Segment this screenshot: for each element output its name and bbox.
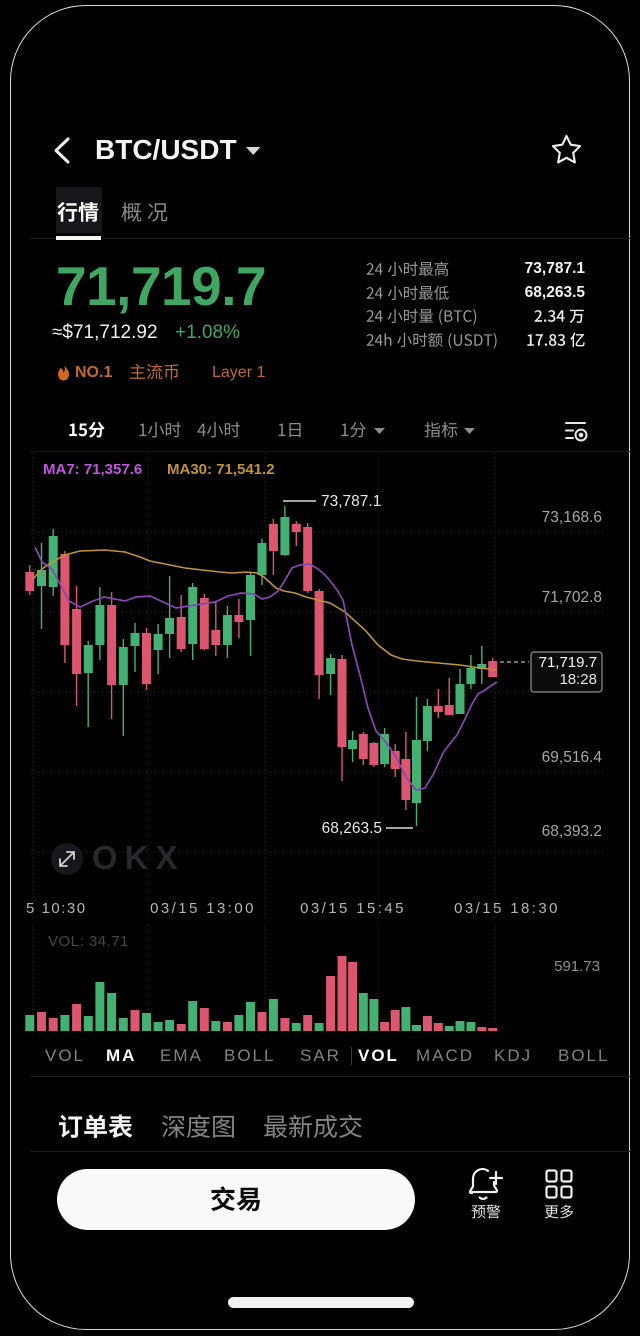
- svg-text:68,263.5: 68,263.5: [322, 820, 382, 837]
- svg-text:03/15 18:30: 03/15 18:30: [454, 900, 560, 917]
- svg-text:MA7: 71,357.6: MA7: 71,357.6: [43, 461, 142, 478]
- svg-text:MA30: 71,541.2: MA30: 71,541.2: [167, 461, 275, 478]
- svg-text:OKX: OKX: [92, 839, 185, 876]
- svg-text:5 10:30: 5 10:30: [26, 900, 87, 917]
- svg-text:71,702.8: 71,702.8: [542, 589, 602, 606]
- svg-text:73,787.1: 73,787.1: [321, 493, 381, 510]
- svg-text:73,168.6: 73,168.6: [542, 509, 602, 526]
- svg-text:68,393.2: 68,393.2: [542, 823, 602, 840]
- svg-text:18:28: 18:28: [559, 671, 597, 688]
- svg-text:03/15 13:00: 03/15 13:00: [150, 900, 256, 917]
- svg-text:VOL: 34.71: VOL: 34.71: [48, 933, 129, 950]
- svg-text:591.73: 591.73: [554, 958, 600, 975]
- svg-text:71,719.7: 71,719.7: [539, 654, 597, 671]
- svg-text:03/15 15:45: 03/15 15:45: [300, 900, 406, 917]
- svg-text:69,516.4: 69,516.4: [542, 749, 603, 766]
